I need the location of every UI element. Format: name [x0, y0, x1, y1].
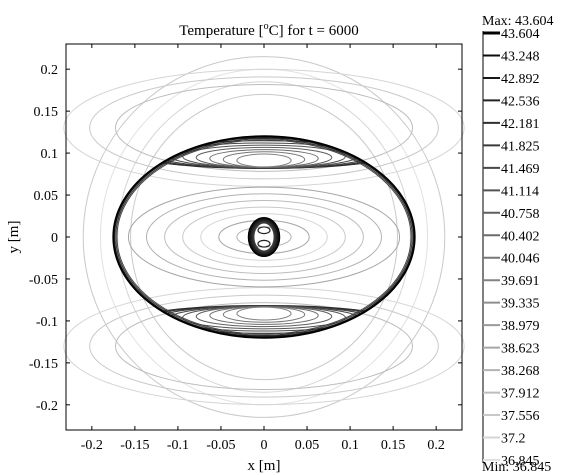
- y-tick-label: -0.15: [29, 357, 58, 372]
- contour-line: [115, 83, 413, 172]
- contour-line: [182, 305, 346, 330]
- contour-line: [195, 146, 333, 169]
- contour-line: [63, 68, 465, 187]
- contour-line: [257, 239, 271, 248]
- contour-line: [112, 135, 416, 339]
- colorbar-level-label: 39.691: [501, 274, 540, 289]
- contour-line: [257, 226, 271, 235]
- x-tick-label: 0.15: [381, 438, 406, 453]
- colorbar-level-label: 37.2: [501, 432, 526, 447]
- colorbar-level-label: 41.114: [501, 184, 539, 199]
- x-tick-label: 0.2: [427, 438, 445, 453]
- contour-line: [127, 186, 401, 288]
- contour-line: [182, 144, 346, 169]
- contour-line: [251, 220, 277, 254]
- colorbar-level-label: 38.979: [501, 319, 540, 334]
- colorbar-level-label: 37.556: [501, 409, 540, 424]
- colorbar-max-label: Max: 43.604: [482, 14, 554, 29]
- x-tick-label: -0.2: [81, 438, 103, 453]
- colorbar-level-label: 39.335: [501, 297, 540, 312]
- chart-title: Temperature [oC] for t = 6000: [179, 21, 358, 39]
- contour-line: [89, 76, 439, 180]
- contour-line: [89, 294, 439, 398]
- colorbar-level-label: 42.536: [501, 94, 540, 109]
- contour-line: [99, 68, 429, 406]
- contour-line: [116, 139, 412, 335]
- contour-line: [218, 219, 310, 255]
- contour-line: [195, 305, 333, 328]
- y-axis-label: y [m]: [6, 221, 22, 254]
- colorbar-level-label: 41.469: [501, 162, 540, 177]
- x-tick-label: 0: [261, 438, 268, 453]
- y-tick-label: -0.05: [29, 273, 58, 288]
- contour-line: [145, 193, 383, 281]
- contour-line: [117, 81, 411, 393]
- contour-line: [164, 199, 364, 275]
- colorbar-level-label: 40.758: [501, 207, 540, 222]
- x-tick-label: -0.05: [206, 438, 235, 453]
- plot-frame: [65, 43, 463, 431]
- contour-line: [248, 217, 280, 257]
- contour-lines: [63, 56, 465, 418]
- inner-contours: [127, 136, 401, 338]
- contour-line: [182, 206, 346, 268]
- y-tick-label: -0.1: [36, 315, 58, 330]
- y-tick-label: 0: [51, 231, 58, 246]
- colorbar-level-label: 38.268: [501, 364, 540, 379]
- colorbar-level-label: 43.248: [501, 49, 540, 64]
- contour-line: [247, 216, 281, 258]
- y-tick-label: 0.2: [41, 63, 59, 78]
- y-axis-ticks: 0.2 0.15 0.1 0.05 0 -0.05 -0.1 -0.15 -0.2: [29, 63, 462, 414]
- x-tick-label: -0.15: [120, 438, 149, 453]
- contour-line: [130, 93, 398, 381]
- y-tick-label: 0.1: [41, 147, 59, 162]
- contour-line: [82, 56, 446, 418]
- colorbar-level-label: 38.623: [501, 342, 540, 357]
- colorbar-min-label: Min: 36.845: [482, 460, 551, 475]
- y-tick-label: 0.15: [34, 105, 59, 120]
- colorbar-level-label: 40.402: [501, 229, 540, 244]
- colorbar-level-label: 36.845: [501, 454, 540, 469]
- contour-line: [250, 219, 278, 255]
- colorbar-level-label: 43.604: [501, 27, 540, 42]
- colorbar-level-label: 42.181: [501, 117, 540, 132]
- contour-line: [114, 137, 414, 337]
- contour-line: [115, 302, 413, 391]
- contour-line: [115, 138, 413, 336]
- x-axis-ticks: -0.2 -0.15 -0.1 -0.05 0 0.05 0.1 0.15 0.2: [81, 44, 445, 453]
- contour-line: [249, 218, 279, 256]
- colorbar-level-label: 42.892: [501, 72, 540, 87]
- y-tick-label: 0.05: [34, 189, 59, 204]
- colorbar-level-label: 40.046: [501, 252, 540, 267]
- x-axis-label: x [m]: [248, 458, 281, 474]
- y-tick-label: -0.2: [36, 399, 58, 414]
- x-tick-label: -0.1: [167, 438, 189, 453]
- colorbar-level-label: 41.825: [501, 139, 540, 154]
- colorbar-level-label: 37.912: [501, 387, 540, 402]
- contour-line: [236, 153, 292, 168]
- contour-line: [200, 213, 328, 261]
- contour-line: [63, 287, 465, 406]
- x-tick-label: 0.05: [295, 438, 320, 453]
- contour-line: [236, 306, 292, 321]
- contour-line: [236, 226, 292, 248]
- colorbar: 43.604 43.248 42.892 42.536 42.181 41.825 41.4…: [482, 27, 540, 469]
- x-tick-label: 0.1: [341, 438, 359, 453]
- contour-line: [252, 221, 276, 253]
